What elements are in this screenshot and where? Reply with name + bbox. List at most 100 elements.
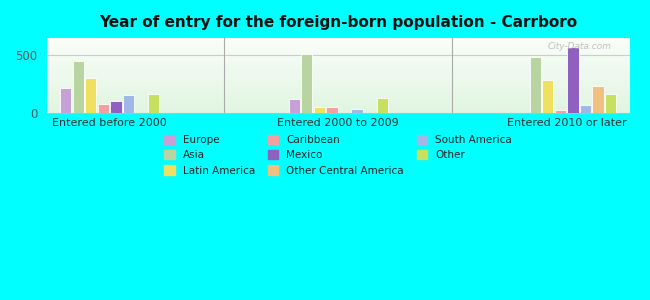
Bar — [98, 104, 109, 113]
Bar — [47, 44, 629, 45]
Bar — [47, 46, 629, 47]
Bar — [314, 106, 325, 113]
Bar — [47, 53, 629, 54]
Bar — [47, 24, 629, 25]
Title: Year of entry for the foreign-born population - Carrboro: Year of entry for the foreign-born popul… — [99, 15, 577, 30]
Bar — [47, 103, 629, 104]
Bar — [73, 61, 84, 113]
Bar — [47, 107, 629, 108]
Bar — [47, 93, 629, 94]
Bar — [47, 104, 629, 105]
Bar — [47, 58, 629, 59]
Bar — [47, 87, 629, 88]
Bar — [47, 77, 629, 78]
Legend: Europe, Asia, Latin America, Caribbean, Mexico, Other Central America, South Ame: Europe, Asia, Latin America, Caribbean, … — [164, 134, 512, 176]
Bar — [47, 112, 629, 113]
Bar — [47, 80, 629, 81]
Bar — [47, 100, 629, 101]
Bar — [47, 23, 629, 24]
Bar — [326, 106, 337, 113]
Bar — [47, 92, 629, 93]
Bar — [47, 88, 629, 89]
Bar — [47, 106, 629, 107]
Bar — [47, 97, 629, 98]
Bar — [47, 29, 629, 30]
Bar — [47, 66, 629, 67]
Bar — [47, 91, 629, 92]
Bar — [47, 63, 629, 64]
Bar — [123, 95, 134, 113]
Bar — [47, 94, 629, 95]
Bar — [376, 98, 388, 113]
Bar — [47, 36, 629, 37]
Bar — [47, 28, 629, 29]
Bar — [530, 56, 541, 113]
Bar — [47, 67, 629, 68]
Bar — [592, 86, 604, 113]
Bar — [47, 70, 629, 71]
Bar — [47, 75, 629, 76]
Bar — [47, 108, 629, 109]
Bar — [47, 42, 629, 43]
Bar — [47, 33, 629, 34]
Bar — [47, 99, 629, 100]
Bar — [47, 82, 629, 83]
Bar — [47, 32, 629, 33]
Bar — [85, 78, 96, 113]
Bar — [47, 47, 629, 49]
Bar — [542, 80, 554, 113]
Bar — [580, 105, 592, 113]
Bar — [47, 83, 629, 84]
Bar — [47, 90, 629, 91]
Bar — [47, 78, 629, 79]
Bar — [47, 59, 629, 60]
Bar — [47, 76, 629, 77]
Bar — [47, 74, 629, 75]
Bar — [47, 101, 629, 102]
Bar — [554, 110, 566, 113]
Bar — [47, 35, 629, 36]
Bar — [47, 26, 629, 27]
Bar — [47, 71, 629, 72]
Bar — [47, 25, 629, 26]
Bar — [47, 43, 629, 44]
Bar — [47, 79, 629, 80]
Bar — [47, 98, 629, 99]
Text: City-Data.com: City-Data.com — [548, 42, 612, 51]
Bar — [47, 84, 629, 85]
Bar — [47, 72, 629, 73]
Bar — [47, 22, 629, 23]
Bar — [47, 61, 629, 62]
Bar — [47, 39, 629, 40]
Bar — [47, 109, 629, 110]
Bar — [148, 94, 159, 113]
Bar — [47, 65, 629, 66]
Bar — [47, 21, 629, 22]
Bar — [47, 81, 629, 82]
Bar — [47, 55, 629, 56]
Bar — [47, 51, 629, 52]
Bar — [47, 50, 629, 51]
Bar — [47, 68, 629, 69]
Bar — [47, 52, 629, 53]
Bar — [352, 110, 363, 113]
Bar — [47, 64, 629, 65]
Bar — [47, 27, 629, 28]
Bar — [47, 105, 629, 106]
Bar — [47, 110, 629, 111]
Bar — [47, 57, 629, 58]
Bar — [47, 82, 629, 83]
Bar — [47, 31, 629, 32]
Bar — [47, 95, 629, 96]
Bar — [47, 102, 629, 103]
Bar — [47, 40, 629, 41]
Bar — [47, 49, 629, 50]
Bar — [47, 54, 629, 55]
Bar — [47, 38, 629, 39]
Bar — [47, 73, 629, 74]
Bar — [47, 37, 629, 38]
Bar — [47, 34, 629, 35]
Bar — [47, 69, 629, 70]
Bar — [47, 86, 629, 87]
Bar — [47, 30, 629, 31]
